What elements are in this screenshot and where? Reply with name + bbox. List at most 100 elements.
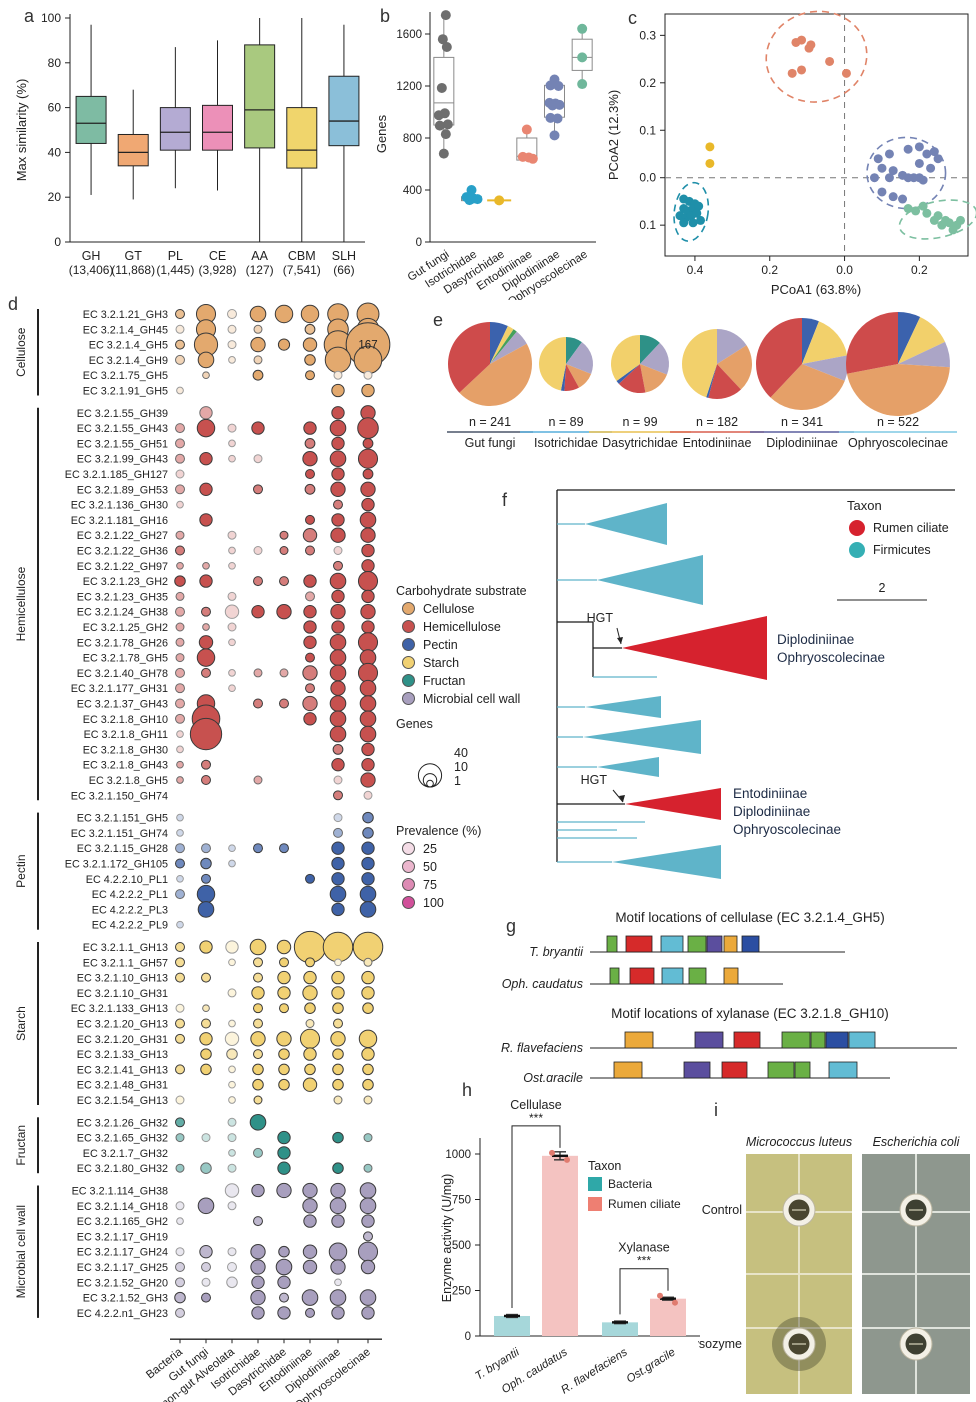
- prevalence-color-dot: [402, 842, 415, 855]
- panel-c-pcoa-scatter: 0.4 0.2 0.0 0.2 0.3 0.2 0.1 0.0 0.1 PCoA1 (63.8%)…: [600, 4, 976, 305]
- svg-text:500: 500: [452, 1240, 471, 1252]
- svg-text:0.0: 0.0: [639, 171, 656, 185]
- panel-e-svg: n = 241 Gut fungi n = 89 Isotrichidae n = 99…: [447, 312, 957, 450]
- svg-text:Rumen ciliate: Rumen ciliate: [873, 521, 949, 535]
- substrate-color-dot: [402, 620, 415, 633]
- svg-text:Microbial cell wall: Microbial cell wall: [14, 1205, 28, 1298]
- svg-text:EC 3.2.1.91_GH5: EC 3.2.1.91_GH5: [83, 386, 168, 398]
- svg-text:1200: 1200: [396, 81, 422, 93]
- svg-text:EC 3.2.1.1_GH57: EC 3.2.1.1_GH57: [83, 957, 168, 969]
- panel-label-g: g: [506, 916, 517, 936]
- svg-text:R. flavefaciens: R. flavefaciens: [559, 1346, 630, 1396]
- svg-text:EC 3.2.1.55_GH51: EC 3.2.1.55_GH51: [77, 438, 168, 450]
- svg-text:Hemicellulose: Hemicellulose: [14, 566, 28, 641]
- panel-label-e: e: [433, 310, 444, 330]
- svg-text:PCoA1 (63.8%): PCoA1 (63.8%): [771, 282, 861, 297]
- svg-text:(66): (66): [333, 263, 354, 277]
- substrate-legend-title: Carbohydrate substrate: [396, 584, 527, 598]
- svg-text:HGT: HGT: [581, 773, 608, 787]
- svg-text:Diplodiniinae: Diplodiniinae: [733, 804, 810, 819]
- panel-g-motifs: Motif locations of cellulase (EC 3.2.1.4…: [495, 900, 976, 1087]
- svg-text:SLH: SLH: [332, 249, 356, 263]
- svg-text:(11,868): (11,868): [111, 263, 155, 277]
- svg-text:EC 3.2.1.48_GH31: EC 3.2.1.48_GH31: [77, 1080, 168, 1092]
- svg-text:80: 80: [48, 56, 62, 70]
- substrate-color-dot: [402, 692, 415, 705]
- svg-text:n = 522: n = 522: [877, 415, 919, 429]
- svg-text:0.2: 0.2: [639, 76, 656, 90]
- svg-text:EC 3.2.1.177_GH31: EC 3.2.1.177_GH31: [71, 683, 168, 695]
- svg-text:EC 3.2.1.99_GH43: EC 3.2.1.99_GH43: [77, 454, 168, 466]
- svg-text:CE: CE: [209, 249, 226, 263]
- svg-text:40: 40: [454, 746, 468, 760]
- svg-text:EC 3.2.1.52_GH3: EC 3.2.1.52_GH3: [83, 1293, 168, 1305]
- svg-text:***: ***: [529, 1111, 543, 1125]
- svg-text:Cellulose: Cellulose: [14, 327, 28, 377]
- svg-text:0.2: 0.2: [761, 263, 778, 277]
- svg-text:EC 4.2.2.2_PL9: EC 4.2.2.2_PL9: [92, 920, 168, 932]
- svg-text:EC 3.2.1.4_GH45: EC 3.2.1.4_GH45: [83, 324, 168, 336]
- svg-text:Taxon: Taxon: [588, 1159, 621, 1173]
- svg-text:EC 3.2.1.8_GH5: EC 3.2.1.8_GH5: [89, 775, 168, 787]
- svg-text:1000: 1000: [445, 1149, 471, 1161]
- svg-text:Gut fungi: Gut fungi: [465, 436, 516, 450]
- svg-text:(13,406): (13,406): [69, 263, 114, 277]
- svg-text:EC 3.2.1.55_GH39: EC 3.2.1.55_GH39: [77, 408, 168, 420]
- prevalence-color-dot: [402, 878, 415, 891]
- svg-text:10: 10: [454, 760, 468, 774]
- svg-text:EC 3.2.1.151_GH74: EC 3.2.1.151_GH74: [71, 828, 168, 840]
- svg-text:EC 3.2.1.8_GH30: EC 3.2.1.8_GH30: [83, 744, 168, 756]
- substrate-legend-item: Cellulose: [402, 602, 536, 617]
- svg-text:AA: AA: [251, 249, 268, 263]
- svg-text:Pectin: Pectin: [14, 854, 28, 887]
- prevalence-color-dot: [402, 896, 415, 909]
- svg-text:Cellulase: Cellulase: [510, 1098, 561, 1112]
- svg-text:(7,541): (7,541): [283, 263, 321, 277]
- svg-text:250: 250: [452, 1286, 471, 1298]
- svg-text:EC 3.2.1.17_GH25: EC 3.2.1.17_GH25: [77, 1262, 168, 1274]
- svg-text:n = 341: n = 341: [781, 415, 823, 429]
- prevalence-legend-item: 75: [402, 878, 536, 893]
- svg-text:n = 89: n = 89: [548, 415, 583, 429]
- svg-text:0.4: 0.4: [687, 263, 704, 277]
- svg-text:0: 0: [465, 1331, 471, 1343]
- substrate-color-dot: [402, 674, 415, 687]
- svg-text:1600: 1600: [396, 29, 422, 41]
- svg-text:EC 3.2.1.41_GH13: EC 3.2.1.41_GH13: [77, 1064, 168, 1076]
- svg-text:40: 40: [48, 145, 62, 159]
- substrate-legend-item: Hemicellulose: [402, 620, 536, 635]
- svg-text:GT: GT: [125, 249, 143, 263]
- svg-text:EC 3.2.1.4_GH5: EC 3.2.1.4_GH5: [89, 340, 168, 352]
- svg-text:n = 241: n = 241: [469, 415, 511, 429]
- panel-label-h: h: [462, 1080, 473, 1100]
- panel-e-pies: n = 241 Gut fungi n = 89 Isotrichidae n = 99…: [430, 300, 976, 457]
- svg-text:EC 3.2.1.78_GH5: EC 3.2.1.78_GH5: [83, 653, 168, 665]
- panel-label-f: f: [502, 490, 508, 510]
- svg-text:EC 3.2.1.1_GH13: EC 3.2.1.1_GH13: [83, 942, 168, 954]
- svg-text:EC 3.2.1.4_GH9: EC 3.2.1.4_GH9: [89, 355, 168, 367]
- svg-text:EC 3.2.1.15_GH28: EC 3.2.1.15_GH28: [77, 843, 168, 855]
- svg-text:EC 3.2.1.172_GH105: EC 3.2.1.172_GH105: [65, 859, 168, 871]
- svg-text:EC 3.2.1.151_GH5: EC 3.2.1.151_GH5: [77, 813, 168, 825]
- svg-text:EC 3.2.1.20_GH31: EC 3.2.1.20_GH31: [77, 1034, 168, 1046]
- panel-label-d: d: [8, 294, 19, 314]
- substrate-legend-item: Microbial cell wall: [402, 692, 536, 707]
- svg-text:EC 3.2.1.136_GH30: EC 3.2.1.136_GH30: [71, 500, 168, 512]
- svg-text:EC 4.2.2.2_PL1: EC 4.2.2.2_PL1: [92, 889, 168, 901]
- panel-label-i: i: [714, 1100, 718, 1120]
- svg-text:Diplodiniinae: Diplodiniinae: [777, 632, 854, 647]
- svg-text:EC 3.2.1.20_GH13: EC 3.2.1.20_GH13: [77, 1019, 168, 1031]
- panel-b-gene-boxdot: 0 400 800 1200 1600 Genes Gut fungi Isotrichida…: [372, 4, 602, 309]
- svg-text:(3,928): (3,928): [198, 263, 236, 277]
- svg-text:Entodiniinae: Entodiniinae: [733, 786, 807, 801]
- svg-text:GH: GH: [82, 249, 101, 263]
- svg-text:EC 3.2.1.65_GH32: EC 3.2.1.65_GH32: [77, 1133, 168, 1145]
- svg-text:EC 3.2.1.10_GH13: EC 3.2.1.10_GH13: [77, 973, 168, 985]
- svg-text:EC 3.2.1.54_GH13: EC 3.2.1.54_GH13: [77, 1095, 168, 1107]
- svg-text:60: 60: [48, 101, 62, 115]
- svg-text:Ophryoscolecinae: Ophryoscolecinae: [848, 436, 948, 450]
